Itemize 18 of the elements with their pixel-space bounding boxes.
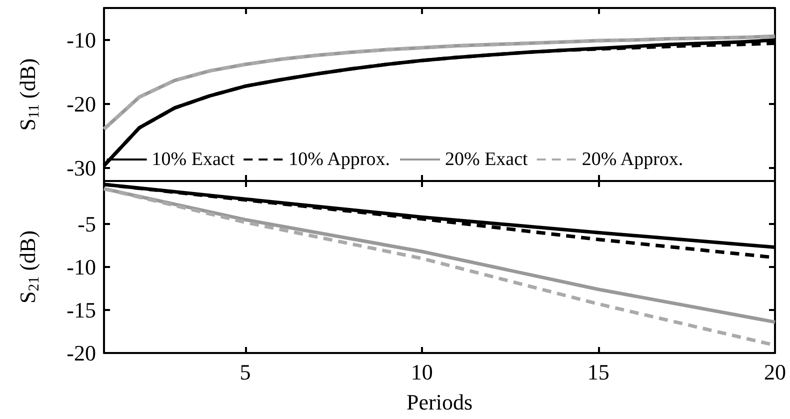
- legend-label: 10% Exact: [152, 149, 236, 170]
- x-tick-label: 5: [240, 360, 251, 384]
- y-tick-label: -20: [66, 340, 96, 366]
- x-axis-title: Periods: [406, 390, 472, 414]
- x-tick-label: 10: [410, 360, 433, 384]
- y-axis-title: S11 (dB): [15, 58, 42, 131]
- y-tick-label: -5: [78, 212, 96, 236]
- legend-label: 20% Approx.: [582, 149, 684, 170]
- y-tick-label: -10: [66, 254, 96, 280]
- legend-label: 20% Exact: [445, 149, 529, 170]
- y-tick-label: -20: [66, 92, 96, 117]
- legend-label: 10% Approx.: [288, 149, 390, 170]
- x-tick-label: 20: [764, 360, 786, 384]
- y-tick-label: -15: [66, 298, 96, 322]
- y-tick-label: -30: [66, 156, 96, 181]
- y-axis-title: S21 (dB): [15, 230, 42, 304]
- x-tick-label: 15: [587, 360, 610, 384]
- y-tick-label: -10: [66, 28, 96, 53]
